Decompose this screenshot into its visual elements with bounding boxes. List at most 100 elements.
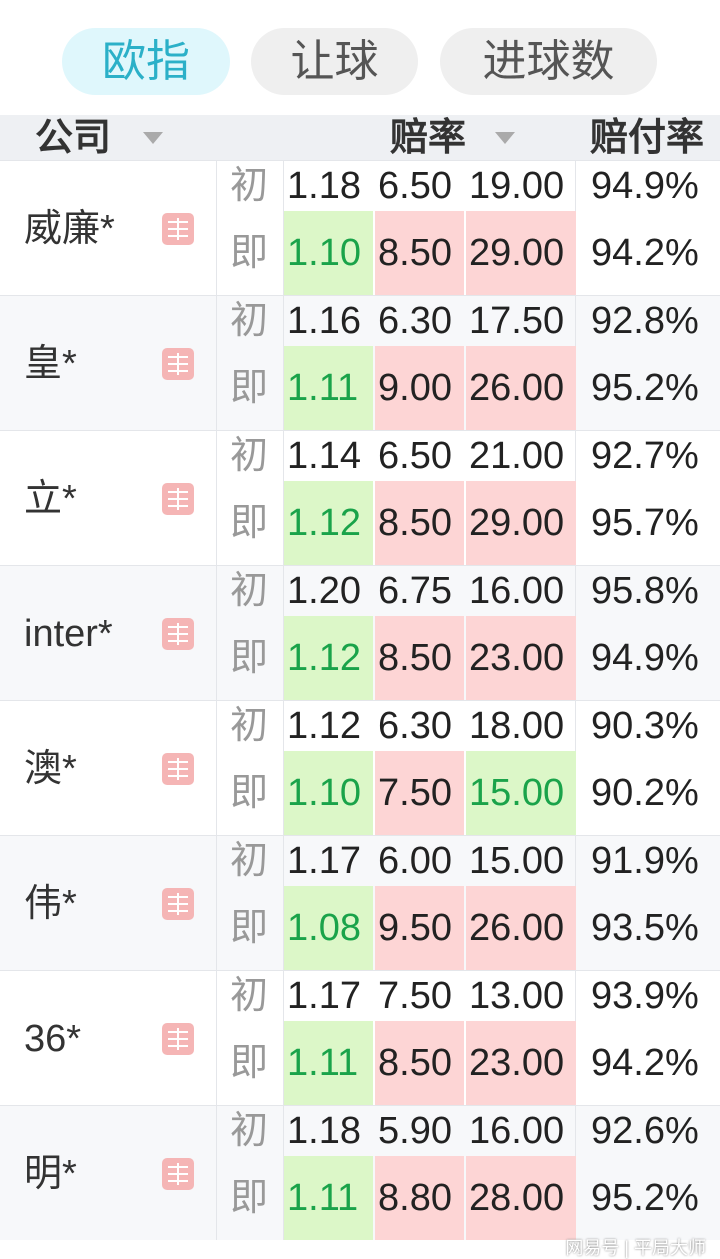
home-odds-icon[interactable] [162,618,194,650]
initial-payout: 92.8% [591,300,699,342]
live-label: 即 [230,502,269,544]
initial-odds: 15.00 [469,840,565,882]
home-odds-icon[interactable] [162,753,194,785]
initial-odds: 19.00 [469,165,565,207]
initial-payout: 92.6% [591,1110,699,1152]
home-odds-icon[interactable] [162,483,194,515]
live-odds: 7.50 [378,772,452,814]
home-odds-icon[interactable] [162,888,194,920]
divider [283,1106,284,1240]
company-name[interactable]: 皇* [24,343,77,385]
live-label: 即 [230,1177,269,1219]
live-payout: 95.7% [591,502,699,544]
initial-odds: 6.75 [378,570,452,612]
company-name[interactable]: 立* [24,478,77,520]
tab-european-odds[interactable]: 欧指 [62,28,230,95]
divider [283,296,284,430]
table-row[interactable]: 皇* 初 1.16 6.30 17.50 92.8% 即 1.11 9.00 26.00 95.2% [0,295,720,430]
initial-odds: 1.16 [287,300,361,342]
watermark: 网易号 | 平局大师 [565,1238,706,1258]
tab-bar: 欧指 让球 进球数 [0,0,720,115]
live-payout: 94.9% [591,637,699,679]
bottom-bar [0,1240,720,1259]
odds-up-cell [375,346,464,430]
tab-handicap[interactable]: 让球 [251,28,418,95]
company-name[interactable]: 威廉* [24,208,115,250]
live-odds: 8.50 [378,637,452,679]
divider [216,1106,217,1240]
live-label: 即 [230,367,269,409]
live-odds: 9.50 [378,907,452,949]
divider [216,431,217,565]
live-label: 即 [230,232,269,274]
home-odds-icon[interactable] [162,213,194,245]
live-payout: 95.2% [591,367,699,409]
odds-down-cell [284,481,373,565]
initial-label: 初 [230,1110,269,1152]
table-row[interactable]: 澳* 初 1.12 6.30 18.00 90.3% 即 1.10 7.50 15.00 90.2% [0,700,720,835]
odds-up-cell [375,751,464,835]
initial-odds: 6.30 [378,705,452,747]
table-row[interactable]: 36* 初 1.17 7.50 13.00 93.9% 即 1.11 8.50 23.00 94.2… [0,970,720,1105]
live-odds: 23.00 [469,1042,565,1084]
company-name[interactable]: inter* [24,613,113,655]
table-row[interactable]: inter* 初 1.20 6.75 16.00 95.8% 即 1.12 8.50 23.00 9… [0,565,720,700]
initial-payout: 94.9% [591,165,699,207]
odds-up-cell [466,346,576,430]
live-odds: 29.00 [469,502,565,544]
company-name[interactable]: 明* [24,1153,77,1195]
divider [216,296,217,430]
initial-odds: 1.17 [287,840,361,882]
odds-up-cell [375,1021,464,1105]
sort-down-icon[interactable] [143,132,163,144]
odds-header[interactable]: 赔率 [390,117,467,159]
odds-up-cell [466,616,576,700]
company-name[interactable]: 36* [24,1018,82,1060]
initial-label: 初 [230,705,269,747]
live-label: 即 [230,637,269,679]
initial-label: 初 [230,165,269,207]
live-odds: 1.11 [287,1042,359,1084]
live-odds: 15.00 [469,772,565,814]
divider [216,566,217,700]
initial-odds: 6.30 [378,300,452,342]
initial-odds: 1.17 [287,975,361,1017]
live-payout: 90.2% [591,772,699,814]
home-odds-icon[interactable] [162,1158,194,1190]
odds-down-cell [284,886,373,970]
table-header: 公司 赔率 赔付率 [0,115,720,160]
home-odds-icon[interactable] [162,348,194,380]
initial-odds: 1.18 [287,1110,361,1152]
odds-up-cell [466,1021,576,1105]
odds-down-cell [284,1021,373,1105]
odds-down-cell [284,616,373,700]
divider [283,701,284,835]
table-row[interactable]: 立* 初 1.14 6.50 21.00 92.7% 即 1.12 8.50 29.00 95.7% [0,430,720,565]
table-row[interactable]: 威廉* 初 1.18 6.50 19.00 94.9% 即 1.10 8.50 29.00 94.2… [0,160,720,295]
tab-total-goals[interactable]: 进球数 [440,28,657,95]
table-row[interactable]: 明* 初 1.18 5.90 16.00 92.6% 即 1.11 8.80 28.00 95.2% [0,1105,720,1240]
table-row[interactable]: 伟* 初 1.17 6.00 15.00 91.9% 即 1.08 9.50 26.00 93.5% [0,835,720,970]
live-odds: 8.50 [378,1042,452,1084]
odds-up-cell [375,886,464,970]
divider [283,836,284,970]
live-odds: 1.10 [287,772,361,814]
sort-down-icon[interactable] [495,132,515,144]
initial-payout: 95.8% [591,570,699,612]
live-odds: 1.11 [287,1177,359,1219]
company-header[interactable]: 公司 [35,117,112,159]
payout-header: 赔付率 [590,117,705,159]
home-odds-icon[interactable] [162,1023,194,1055]
initial-odds: 6.50 [378,435,452,477]
company-name[interactable]: 澳* [24,748,77,790]
initial-label: 初 [230,300,269,342]
odds-up-cell [375,481,464,565]
live-payout: 95.2% [591,1177,699,1219]
company-name[interactable]: 伟* [24,883,77,925]
initial-odds: 21.00 [469,435,565,477]
live-odds: 1.10 [287,232,361,274]
live-odds: 9.00 [378,367,452,409]
odds-up-cell [466,886,576,970]
live-odds: 26.00 [469,367,565,409]
initial-odds: 18.00 [469,705,565,747]
